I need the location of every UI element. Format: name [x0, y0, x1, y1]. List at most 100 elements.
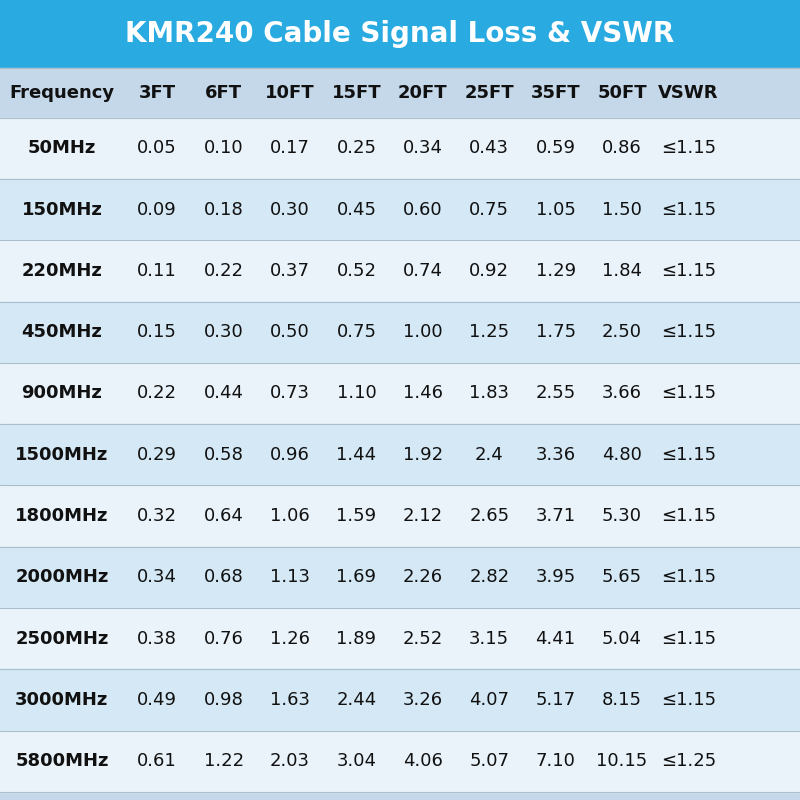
Text: 3.95: 3.95 — [535, 569, 576, 586]
Text: KMR240 Cable Signal Loss & VSWR: KMR240 Cable Signal Loss & VSWR — [126, 20, 674, 48]
Text: 0.32: 0.32 — [138, 507, 178, 525]
Text: 0.10: 0.10 — [204, 139, 243, 158]
Text: 0.75: 0.75 — [336, 323, 376, 341]
Text: 1.05: 1.05 — [536, 201, 575, 218]
Text: 1.22: 1.22 — [203, 752, 244, 770]
Bar — [0, 68, 800, 118]
Text: 1.50: 1.50 — [602, 201, 642, 218]
Text: 3.71: 3.71 — [535, 507, 576, 525]
Text: 0.96: 0.96 — [270, 446, 310, 464]
Text: 1.75: 1.75 — [535, 323, 576, 341]
Text: 0.17: 0.17 — [270, 139, 310, 158]
Text: 0.73: 0.73 — [270, 385, 310, 402]
Text: ≤1.15: ≤1.15 — [661, 569, 716, 586]
Text: 0.18: 0.18 — [204, 201, 243, 218]
Text: 5.30: 5.30 — [602, 507, 642, 525]
Text: 0.68: 0.68 — [204, 569, 243, 586]
Text: 15FT: 15FT — [331, 84, 382, 102]
Bar — [0, 179, 800, 240]
Text: 8.15: 8.15 — [602, 691, 642, 709]
Text: 4.80: 4.80 — [602, 446, 642, 464]
Text: 0.34: 0.34 — [403, 139, 443, 158]
Text: 0.49: 0.49 — [138, 691, 178, 709]
Bar — [0, 0, 800, 68]
Text: 1500MHz: 1500MHz — [15, 446, 109, 464]
Bar — [0, 118, 800, 179]
Bar — [0, 546, 800, 608]
Text: 0.52: 0.52 — [336, 262, 376, 280]
Bar — [0, 730, 800, 792]
Text: 1.10: 1.10 — [337, 385, 376, 402]
Text: 0.25: 0.25 — [336, 139, 376, 158]
Text: 1.25: 1.25 — [469, 323, 510, 341]
Text: 0.59: 0.59 — [536, 139, 576, 158]
Text: 50MHz: 50MHz — [28, 139, 96, 158]
Text: 2.03: 2.03 — [270, 752, 310, 770]
Text: 1.84: 1.84 — [602, 262, 642, 280]
Bar — [0, 608, 800, 670]
Text: ≤1.25: ≤1.25 — [661, 752, 716, 770]
Text: 2.55: 2.55 — [535, 385, 576, 402]
Text: 0.30: 0.30 — [270, 201, 310, 218]
Text: 1.29: 1.29 — [535, 262, 576, 280]
Bar — [0, 302, 800, 363]
Text: 1.63: 1.63 — [270, 691, 310, 709]
Text: ≤1.15: ≤1.15 — [661, 385, 716, 402]
Text: 2.44: 2.44 — [336, 691, 377, 709]
Text: 0.45: 0.45 — [336, 201, 376, 218]
Text: ≤1.15: ≤1.15 — [661, 507, 716, 525]
Text: 1.00: 1.00 — [403, 323, 442, 341]
Text: ≤1.15: ≤1.15 — [661, 323, 716, 341]
Text: 3000MHz: 3000MHz — [15, 691, 109, 709]
Text: 900MHz: 900MHz — [22, 385, 102, 402]
Text: 1.06: 1.06 — [270, 507, 310, 525]
Text: 0.44: 0.44 — [203, 385, 243, 402]
Text: 4.07: 4.07 — [469, 691, 510, 709]
Text: 450MHz: 450MHz — [22, 323, 102, 341]
Text: 1.46: 1.46 — [403, 385, 443, 402]
Text: ≤1.15: ≤1.15 — [661, 630, 716, 648]
Text: VSWR: VSWR — [658, 84, 718, 102]
Text: 1800MHz: 1800MHz — [15, 507, 109, 525]
Text: 0.30: 0.30 — [204, 323, 243, 341]
Text: ≤1.15: ≤1.15 — [661, 691, 716, 709]
Text: 25FT: 25FT — [464, 84, 514, 102]
Text: 3.26: 3.26 — [402, 691, 443, 709]
Text: 2.52: 2.52 — [402, 630, 443, 648]
Text: 0.05: 0.05 — [138, 139, 177, 158]
Text: ≤1.15: ≤1.15 — [661, 446, 716, 464]
Text: 0.22: 0.22 — [138, 385, 178, 402]
Text: 0.76: 0.76 — [204, 630, 243, 648]
Text: 0.60: 0.60 — [403, 201, 442, 218]
Text: 2.65: 2.65 — [469, 507, 510, 525]
Text: 2.50: 2.50 — [602, 323, 642, 341]
Bar — [0, 363, 800, 424]
Text: 1.83: 1.83 — [469, 385, 510, 402]
Text: 0.38: 0.38 — [138, 630, 177, 648]
Text: 3.15: 3.15 — [469, 630, 510, 648]
Text: 0.64: 0.64 — [204, 507, 243, 525]
Text: 20FT: 20FT — [398, 84, 448, 102]
Text: ≤1.15: ≤1.15 — [661, 139, 716, 158]
Text: 5.17: 5.17 — [535, 691, 576, 709]
Text: 0.58: 0.58 — [204, 446, 243, 464]
Text: 3.66: 3.66 — [602, 385, 642, 402]
Text: 50FT: 50FT — [597, 84, 647, 102]
Text: 150MHz: 150MHz — [22, 201, 102, 218]
Text: ≤1.15: ≤1.15 — [661, 262, 716, 280]
Text: 3FT: 3FT — [138, 84, 176, 102]
Text: 0.11: 0.11 — [138, 262, 177, 280]
Text: 1.26: 1.26 — [270, 630, 310, 648]
Text: 1.13: 1.13 — [270, 569, 310, 586]
Text: 220MHz: 220MHz — [22, 262, 102, 280]
Text: 5800MHz: 5800MHz — [15, 752, 109, 770]
Bar — [0, 424, 800, 486]
Text: 0.86: 0.86 — [602, 139, 642, 158]
Text: 0.98: 0.98 — [204, 691, 243, 709]
Text: 0.34: 0.34 — [138, 569, 178, 586]
Text: 0.37: 0.37 — [270, 262, 310, 280]
Text: 5.07: 5.07 — [469, 752, 510, 770]
Text: 0.22: 0.22 — [203, 262, 243, 280]
Text: 1.59: 1.59 — [336, 507, 377, 525]
Bar — [0, 486, 800, 546]
